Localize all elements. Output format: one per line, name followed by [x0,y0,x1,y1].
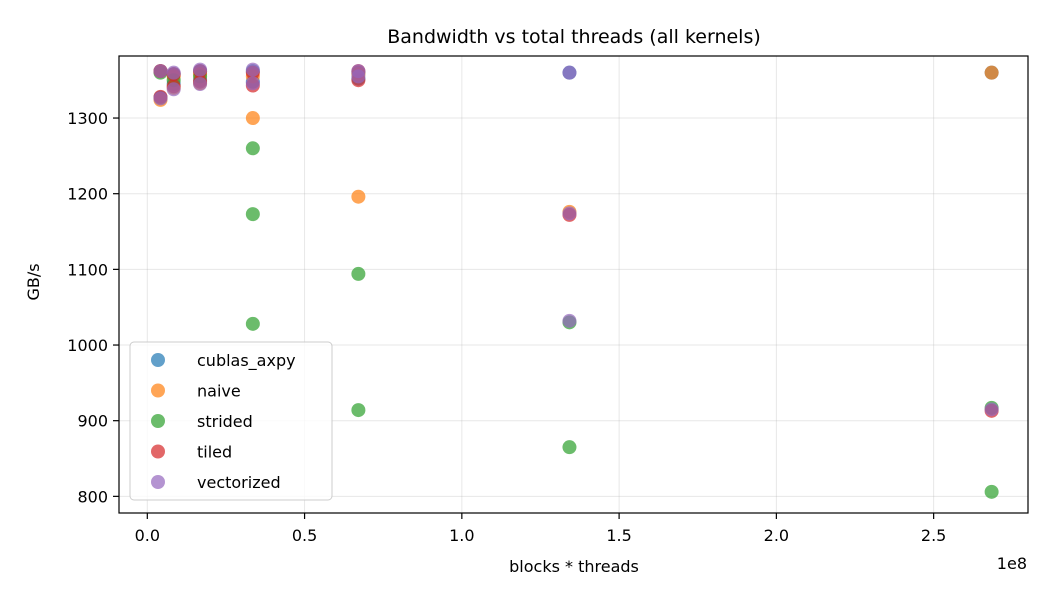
data-point-strided [245,207,260,222]
legend-label: vectorized [197,473,281,492]
data-point-vectorized [351,69,366,84]
x-tick-label: 2.5 [921,526,946,545]
data-point-vectorized [166,82,181,97]
data-point-naive [984,65,999,80]
legend-label: cublas_axpy [197,351,296,371]
data-point-vectorized [562,65,577,80]
data-point-vectorized [153,91,168,106]
y-axis-label: GB/s [24,263,43,300]
data-point-vectorized [193,76,208,91]
y-tick-label: 900 [77,412,108,431]
plot-area-frame [118,55,1029,514]
data-point-strided [351,266,366,281]
legend-marker [151,475,165,489]
data-point-strided [351,403,366,418]
x-tick-label: 0.5 [292,526,317,545]
data-point-vectorized [562,313,577,328]
x-tick-label: 2.0 [764,526,789,545]
data-point-strided [562,440,577,455]
data-point-naive [351,189,366,204]
legend-label: tiled [197,443,232,462]
x-tick-label: 1.5 [606,526,631,545]
data-point-vectorized [153,64,168,79]
data-point-vectorized [984,402,999,417]
legend-marker [151,353,165,367]
y-tick-label: 1200 [67,185,108,204]
legend-marker [151,414,165,428]
data-points [153,62,999,499]
x-tick-label: 1.0 [449,526,474,545]
legend-label: naive [197,382,241,401]
chart-title: Bandwidth vs total threads (all kernels) [387,26,761,48]
axis-ticks: 0.0 0.5 1.0 1.5 2.0 2.5 800 900 1000 1100 1200 1300 [67,109,946,545]
y-tick-label: 1100 [67,260,108,279]
data-point-vectorized [562,206,577,221]
y-tick-label: 800 [77,487,108,506]
data-point-vectorized [245,62,260,77]
x-axis-label: blocks * threads [509,557,639,576]
data-point-naive [245,111,260,126]
data-point-strided [245,316,260,331]
y-tick-label: 1300 [67,109,108,128]
legend-label: strided [197,412,253,431]
data-point-vectorized [245,76,260,91]
x-tick-label: 0.0 [135,526,160,545]
data-point-strided [245,141,260,156]
legend-box [129,341,333,501]
data-point-vectorized [166,65,181,80]
y-tick-label: 1000 [67,336,108,355]
legend-marker [151,444,165,459]
data-point-vectorized [193,62,208,77]
x-axis-offset-label: 1e8 [997,554,1027,573]
data-point-strided [984,484,999,499]
legend-marker [151,383,165,398]
